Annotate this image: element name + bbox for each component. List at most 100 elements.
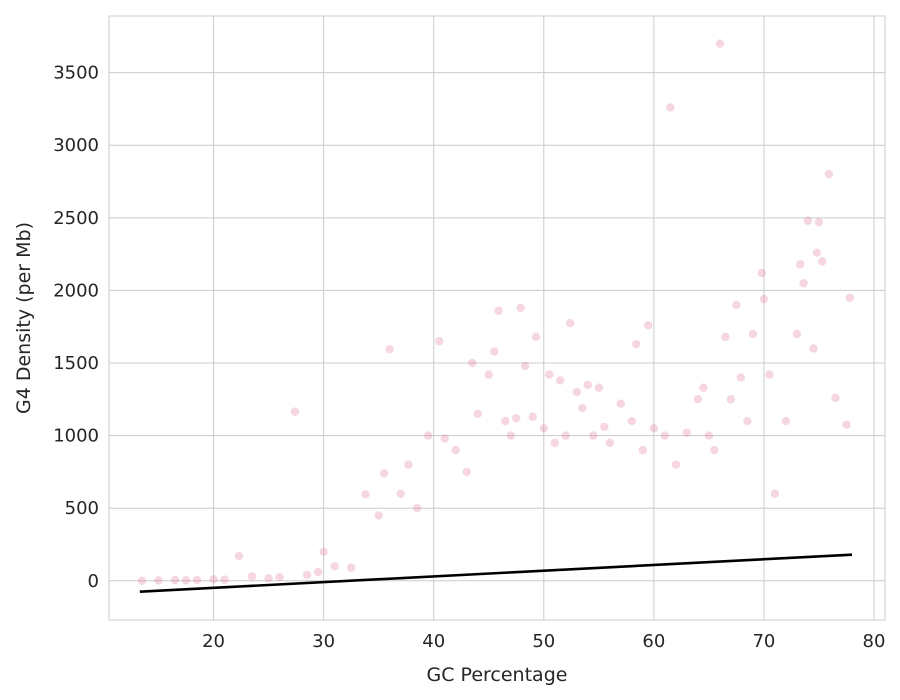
scatter-point xyxy=(671,460,681,469)
scatter-point xyxy=(170,575,180,585)
scatter-point xyxy=(545,370,554,379)
scatter-point xyxy=(627,416,637,426)
scatter-point xyxy=(494,306,503,315)
scatter-point xyxy=(699,383,708,392)
y-tick-label: 1000 xyxy=(53,426,99,447)
scatter-point xyxy=(181,576,191,585)
scatter-point xyxy=(682,428,692,437)
scatter-point xyxy=(572,387,582,397)
scatter-point xyxy=(845,293,854,302)
y-tick-label: 0 xyxy=(88,571,99,592)
scatter-point xyxy=(757,268,766,278)
scatter-point xyxy=(154,576,163,585)
scatter-point xyxy=(715,39,725,48)
scatter-point xyxy=(792,329,802,339)
scatter-point xyxy=(424,431,433,440)
scatter-point xyxy=(824,170,834,179)
x-tick-label: 50 xyxy=(532,631,555,652)
scatter-point xyxy=(396,489,405,498)
scatter-point xyxy=(638,445,648,455)
scatter-point xyxy=(632,339,641,349)
scatter-point xyxy=(842,420,851,429)
scatter-point xyxy=(765,370,774,379)
scatter-point xyxy=(440,434,449,443)
x-tick-label: 40 xyxy=(422,631,445,652)
scatter-point xyxy=(275,572,284,582)
scatter-point xyxy=(512,413,521,423)
y-tick-label: 1500 xyxy=(53,353,99,374)
scatter-point xyxy=(803,216,813,225)
scatter-point xyxy=(796,260,805,269)
scatter-point xyxy=(451,445,460,455)
scatter-point xyxy=(831,393,840,403)
scatter-point xyxy=(435,337,444,346)
scatter-point xyxy=(234,551,244,561)
scatter-point xyxy=(385,345,394,354)
scatter-point xyxy=(473,409,482,419)
scatter-point xyxy=(594,383,604,392)
y-tick-label: 3500 xyxy=(53,63,99,84)
scatter-point xyxy=(561,431,570,440)
scatter-point xyxy=(809,344,818,353)
scatter-point xyxy=(379,469,389,478)
scatter-point xyxy=(759,294,769,304)
scatter-point xyxy=(721,332,730,342)
scatter-point xyxy=(799,278,808,288)
tick-labels: 20 30 40 50 60 70 80 0 500 1000 1500 2000 2500 3000 35… xyxy=(53,63,885,652)
scatter-point xyxy=(550,438,559,448)
scatter-point xyxy=(531,332,541,342)
trend-line xyxy=(139,553,853,593)
plot-frame xyxy=(108,15,886,621)
scatter-point xyxy=(528,412,537,421)
scatter-point xyxy=(710,445,719,455)
scatter-point xyxy=(346,563,356,572)
scatter-point xyxy=(583,380,593,389)
scatter-point xyxy=(812,248,821,257)
x-axis-label: GC Percentage xyxy=(427,664,568,686)
scatter-point xyxy=(302,570,312,580)
scatter-point xyxy=(330,562,339,571)
scatter-point xyxy=(484,370,493,379)
scatter-point xyxy=(649,424,659,433)
scatter-point xyxy=(290,407,300,416)
scatter-point xyxy=(374,511,383,520)
x-tick-label: 30 xyxy=(312,631,335,652)
scatter-point xyxy=(539,424,548,433)
scatter-point xyxy=(313,567,323,577)
scatter-point xyxy=(361,490,370,499)
scatter-point xyxy=(556,376,565,385)
scatter-point xyxy=(137,576,147,585)
scatter-point xyxy=(770,489,780,498)
scatter-point xyxy=(209,575,218,584)
scatter-point xyxy=(404,460,413,469)
x-tick-label: 60 xyxy=(642,631,665,652)
scatter-point xyxy=(490,347,499,356)
scatter-point xyxy=(704,431,714,440)
scatter-point xyxy=(589,431,598,440)
scatter-point xyxy=(814,217,824,227)
scatter-point xyxy=(644,321,653,330)
scatter-point xyxy=(468,358,477,368)
y-tick-label: 2500 xyxy=(53,208,99,229)
scatter-point xyxy=(220,575,229,584)
y-tick-label: 500 xyxy=(65,498,99,519)
scatter-point xyxy=(781,416,791,426)
scatter-point xyxy=(736,373,746,382)
scatter-point xyxy=(412,504,422,513)
scatter-point xyxy=(818,257,827,266)
scatter-points xyxy=(137,39,854,585)
scatter-point xyxy=(462,467,471,477)
y-tick-label: 2000 xyxy=(53,280,99,301)
scatter-point xyxy=(743,416,752,426)
scatter-point xyxy=(666,103,675,112)
x-tick-label: 80 xyxy=(863,631,886,652)
scatter-point xyxy=(605,438,615,448)
y-tick-label: 3000 xyxy=(53,135,99,156)
scatter-point xyxy=(748,329,758,339)
scatter-point xyxy=(578,403,587,413)
scatter-point xyxy=(516,303,525,313)
scatter-point xyxy=(726,395,736,404)
scatter-point xyxy=(264,573,273,583)
